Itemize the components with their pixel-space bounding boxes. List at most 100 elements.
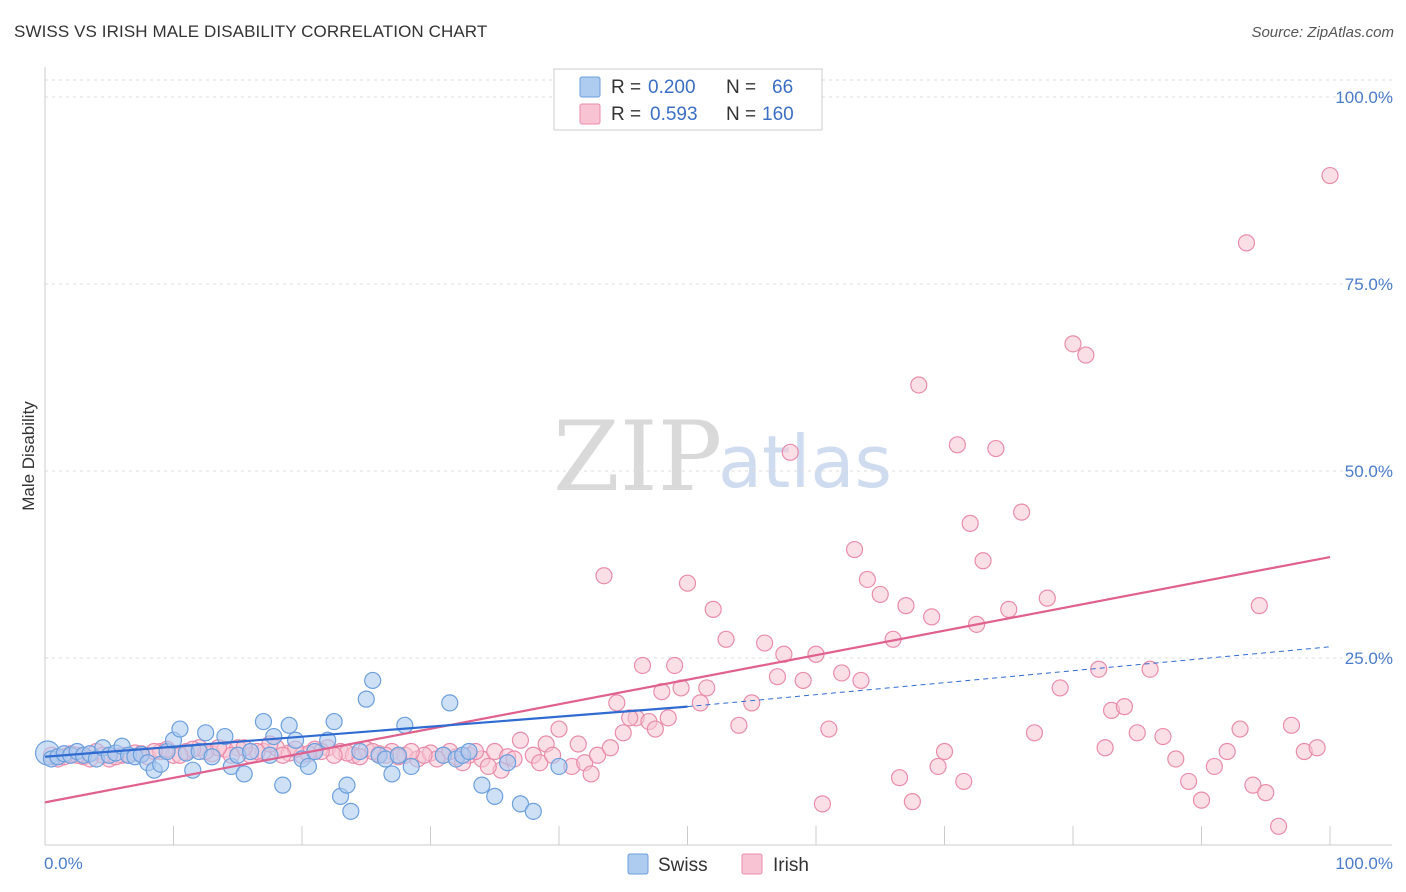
legend-r-label-irish: R =: [611, 104, 641, 125]
bottom-legend-swatch-irish: [741, 853, 763, 875]
irish-point: [820, 720, 838, 738]
irish-point: [1128, 724, 1146, 742]
irish-point: [633, 656, 652, 675]
gridlines: [45, 79, 1392, 659]
irish-point: [1231, 720, 1249, 738]
irish-point: [1205, 757, 1223, 776]
irish-point: [794, 671, 812, 690]
swiss-point: [460, 742, 478, 761]
y-tick-label: 50.0%: [1345, 462, 1393, 481]
legend-n-value-swiss: 66: [772, 77, 793, 98]
irish-point: [595, 567, 613, 585]
irish-point: [1090, 660, 1108, 678]
swiss-point: [396, 716, 414, 734]
legend-swatch-irish: [579, 103, 601, 125]
x-tick-label-min: 0.0%: [44, 854, 83, 873]
irish-point: [659, 709, 677, 727]
legend-r-value-irish: 0.593: [650, 104, 698, 125]
irish-point: [923, 608, 941, 626]
irish-point: [890, 769, 909, 787]
irish-point: [897, 597, 915, 615]
irish-point: [601, 739, 620, 757]
irish-point: [1038, 589, 1056, 607]
irish-point: [1012, 503, 1031, 521]
swiss-point: [197, 724, 215, 742]
irish-point: [608, 694, 626, 712]
irish-point: [755, 634, 774, 652]
source-credit: Source: ZipAtlas.com: [1251, 24, 1394, 41]
watermark-atlas: atlas: [718, 420, 892, 504]
legend-n-value-irish: 160: [762, 104, 794, 125]
irish-point: [646, 720, 664, 738]
irish-point: [550, 720, 568, 738]
irish-point: [781, 443, 799, 461]
irish-point: [1250, 597, 1268, 615]
irish-point: [1025, 724, 1044, 742]
swiss-point: [235, 765, 253, 783]
swiss-point: [254, 712, 273, 731]
x-tick-label-max: 100.0%: [1335, 854, 1393, 873]
swiss-point: [351, 742, 369, 761]
swiss-point: [274, 776, 292, 794]
irish-point: [511, 731, 530, 749]
swiss-point: [342, 802, 360, 820]
bottom-legend-swatch-swiss: [627, 853, 649, 875]
y-tick-label: 25.0%: [1345, 649, 1393, 668]
irish-point: [698, 679, 716, 697]
swiss-point: [338, 776, 356, 794]
irish-point: [743, 694, 761, 712]
irish-point: [704, 600, 722, 618]
swiss-point: [357, 690, 375, 708]
irish-point: [1115, 698, 1134, 716]
irish-point: [845, 540, 864, 559]
y-axis-label: Male Disability: [19, 401, 38, 511]
swiss-point: [171, 720, 189, 738]
swiss-point: [486, 787, 504, 805]
irish-point: [531, 754, 549, 772]
irish-point: [1167, 750, 1185, 768]
irish-point: [1237, 234, 1256, 252]
irish-point: [987, 439, 1005, 458]
irish-point: [717, 630, 735, 648]
irish-point: [1064, 335, 1082, 353]
x-tick-labels: 0.0% 100.0%: [44, 854, 1393, 873]
swiss-point: [550, 757, 568, 776]
legend-swatch-swiss: [579, 76, 601, 98]
irish-trend-line: [44, 555, 1331, 804]
swiss-trend-line: [44, 705, 688, 758]
axes: [44, 67, 1392, 846]
irish-point: [479, 757, 497, 776]
swiss-point: [511, 795, 530, 813]
irish-point: [691, 694, 709, 712]
irish-point: [1218, 742, 1236, 761]
swiss-point: [499, 754, 517, 772]
swiss-point: [441, 694, 459, 712]
swiss-point: [280, 716, 298, 734]
swiss-points: [34, 671, 568, 820]
trend-lines: [44, 555, 1331, 804]
irish-point: [961, 514, 979, 532]
irish-point: [1000, 600, 1018, 618]
irish-point: [1192, 791, 1211, 809]
irish-point: [929, 757, 947, 776]
irish-point: [588, 746, 607, 764]
irish-point: [730, 716, 748, 734]
y-tick-label: 75.0%: [1345, 275, 1393, 294]
irish-point: [1244, 776, 1262, 794]
swiss-point: [325, 712, 343, 731]
watermark-zip: ZIP: [553, 401, 722, 513]
irish-point: [858, 570, 877, 589]
irish-point: [1077, 346, 1095, 364]
legend-n-label-swiss: N =: [726, 77, 756, 98]
irish-point: [955, 772, 973, 791]
irish-point: [1308, 739, 1326, 757]
swiss-point: [389, 746, 407, 764]
irish-point: [1141, 660, 1159, 678]
legend-r-label-swiss: R =: [611, 77, 641, 98]
irish-point: [813, 795, 832, 813]
irish-point: [852, 671, 870, 690]
irish-point: [948, 436, 966, 454]
irish-point: [1321, 166, 1339, 185]
legend-n-label-irish: N =: [726, 104, 756, 125]
chart-title: SWISS VS IRISH MALE DISABILITY CORRELATI…: [14, 22, 488, 41]
